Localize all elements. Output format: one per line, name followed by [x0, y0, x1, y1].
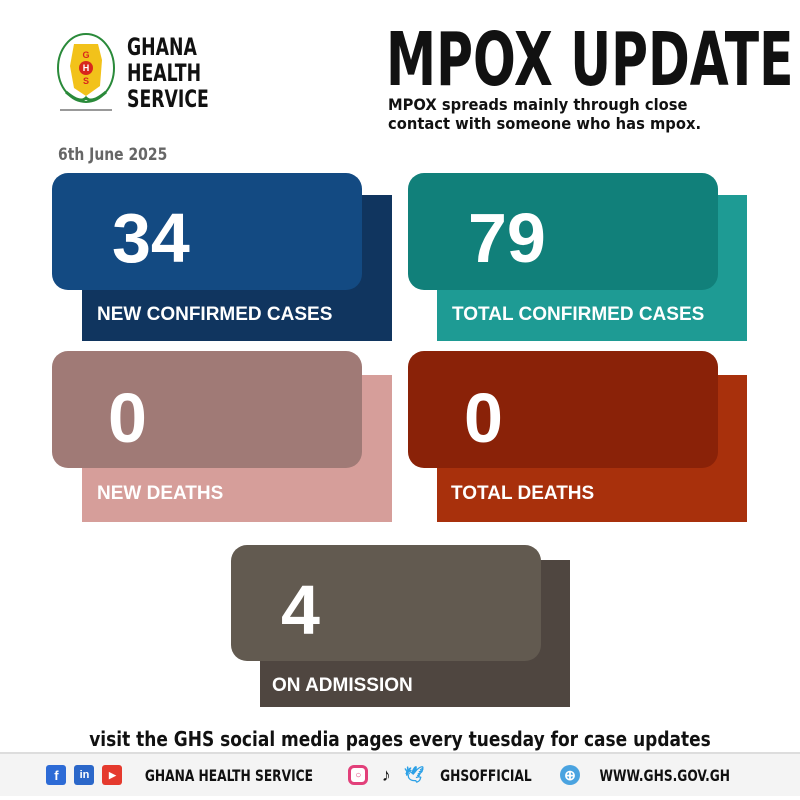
footer-handle-org[interactable]: GHANA HEALTH SERVICE [145, 765, 314, 785]
stat-label: TOTAL DEATHS [451, 483, 595, 504]
svg-text:H: H [83, 63, 90, 73]
subtitle: MPOX spreads mainly through close contac… [388, 95, 728, 133]
date: 6th June 2025 [58, 145, 168, 165]
org-name-line: SERVICE [127, 85, 209, 113]
subtitle-line: contact with someone who has mpox. [388, 114, 702, 133]
instagram-icon[interactable]: ○ [348, 765, 369, 785]
subtitle-line: MPOX spreads mainly through close [388, 95, 688, 114]
svg-text:S: S [83, 76, 89, 86]
youtube-icon[interactable]: ▶ [102, 765, 123, 785]
stat-value: 0 [108, 379, 147, 457]
ghs-logo: G H S [50, 30, 122, 116]
twitter-icon[interactable]: 🕊 [404, 767, 425, 784]
org-name: GHANA HEALTH SERVICE [127, 34, 241, 112]
card-front [52, 351, 362, 468]
linkedin-icon[interactable]: in [74, 765, 95, 785]
card-front [231, 545, 541, 661]
stat-value: 4 [281, 571, 320, 649]
stat-label: ON ADMISSION [272, 675, 413, 696]
tiktok-icon[interactable]: ♪ [381, 764, 391, 785]
stat-value: 0 [464, 379, 503, 457]
stat-label: NEW DEATHS [97, 483, 224, 504]
svg-text:G: G [82, 50, 89, 60]
card-front [408, 173, 718, 290]
stat-label: TOTAL CONFIRMED CASES [452, 304, 705, 325]
card-front [52, 173, 362, 290]
stat-value: 79 [468, 199, 546, 277]
notice-text: visit the GHS social media pages every t… [89, 727, 711, 751]
footer-website-link[interactable]: WWW.GHS.GOV.GH [599, 765, 731, 785]
stat-label: NEW CONFIRMED CASES [97, 304, 333, 325]
org-name-line: GHANA [127, 33, 197, 61]
page-title: MPOX UPDATE [386, 17, 794, 103]
globe-icon: ⊕ [559, 765, 580, 785]
footer-handle-social[interactable]: GHSOFFICIAL [440, 765, 532, 785]
org-name-line: HEALTH [127, 59, 202, 87]
stat-value: 34 [112, 199, 190, 277]
footer-bar: f in ▶ GHANA HEALTH SERVICE ○ ♪ 🕊 GHSOFF… [0, 752, 800, 796]
card-front [408, 351, 718, 468]
facebook-icon[interactable]: f [46, 765, 67, 785]
